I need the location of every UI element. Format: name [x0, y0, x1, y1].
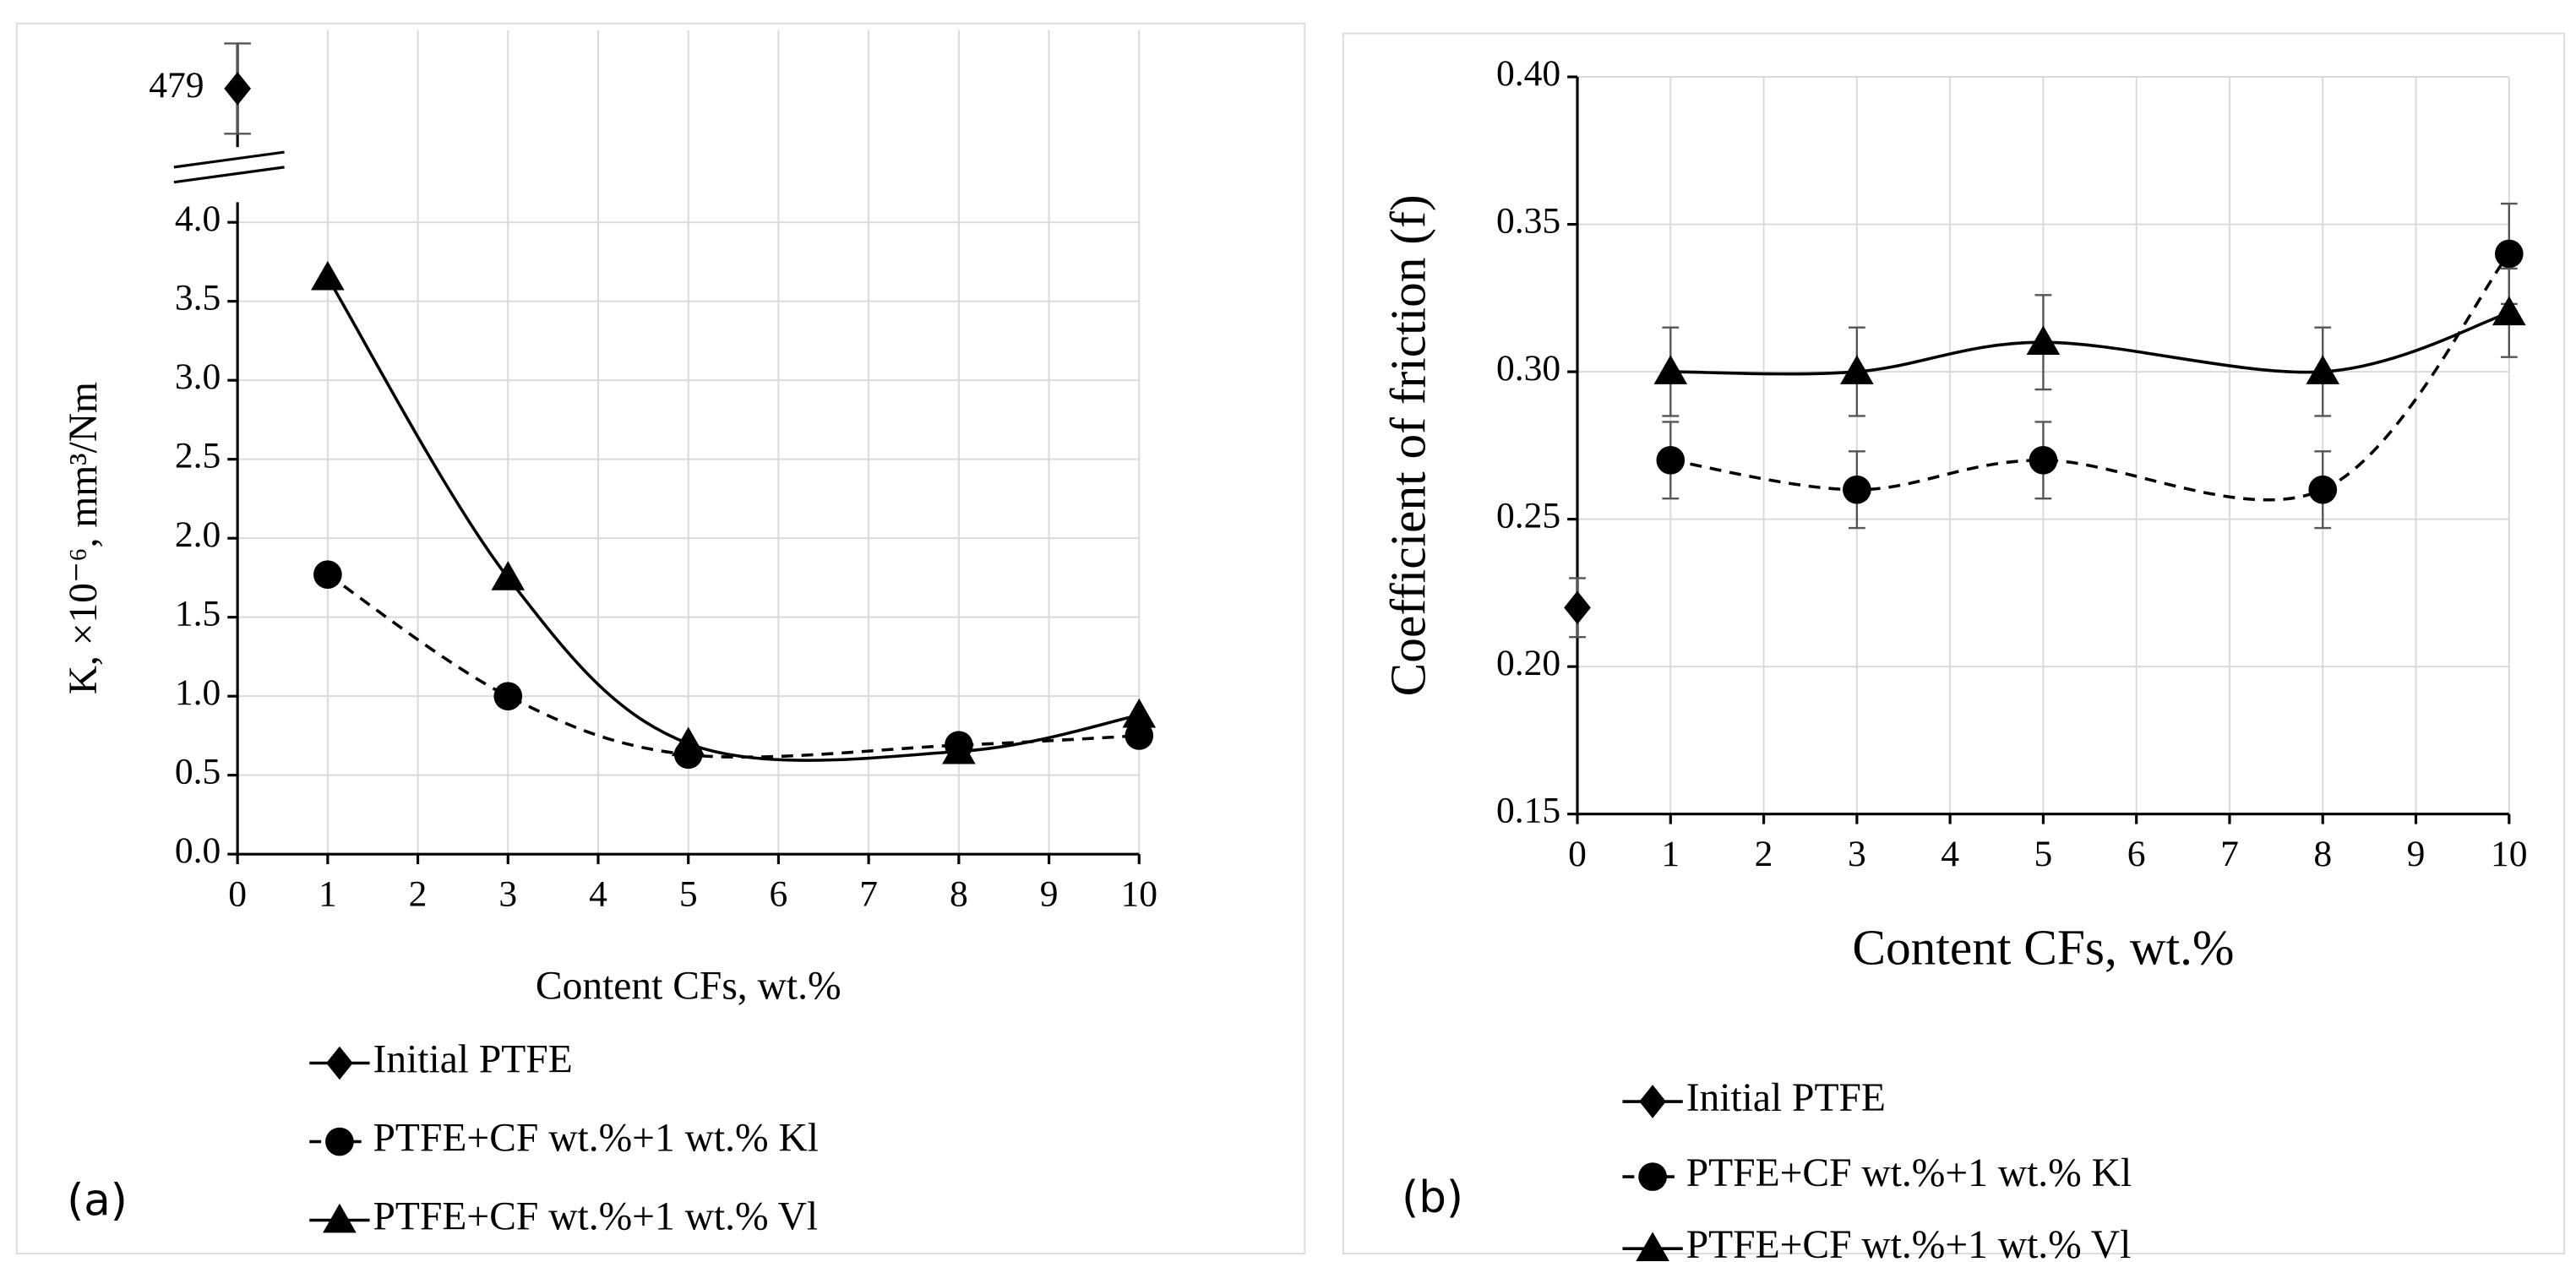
data-point [313, 560, 342, 590]
series-line [1670, 253, 2511, 502]
y-tick-label: 0.35 [1496, 201, 1560, 242]
legend-marker [325, 1127, 354, 1156]
data-point [942, 734, 976, 764]
legend-label: PTFE+CF wt.%+1 wt.% Kl [373, 1116, 819, 1160]
y-tick-label: 2.5 [175, 436, 221, 476]
data-point [1843, 475, 1871, 504]
legend-label: Initial PTFE [1686, 1076, 1886, 1120]
panel-label: (b) [1402, 1172, 1463, 1223]
data-point [493, 682, 523, 710]
data-point [2494, 239, 2524, 269]
y-tick-label: 2.0 [175, 514, 221, 555]
data-point [671, 726, 705, 757]
x-tick-label: 4 [1941, 834, 1959, 874]
y-tick-label: 0.5 [175, 752, 221, 792]
y-axis-title: Coefficient of friction (f) [1381, 194, 1436, 696]
legend-marker [1636, 1232, 1669, 1262]
x-tick-label: 5 [2034, 834, 2053, 874]
series-line [326, 276, 1140, 762]
x-tick-label: 8 [950, 874, 968, 915]
y-tick-label: 4.0 [175, 199, 221, 239]
x-axis-title: Content CFs, wt.% [536, 964, 841, 1008]
x-tick-label: 7 [859, 874, 878, 915]
data-point [2306, 355, 2340, 384]
y-tick-label: 0.30 [1496, 348, 1560, 389]
legend-label: PTFE+CF wt.%+1 wt.% Vl [1686, 1223, 2132, 1262]
panel-label: (a) [67, 1176, 128, 1227]
x-tick-label: 5 [679, 874, 698, 915]
x-tick-label: 6 [2127, 834, 2146, 874]
data-label: 479 [149, 65, 204, 106]
data-point [1122, 698, 1157, 728]
y-tick-label: 0.25 [1496, 496, 1560, 536]
data-point [1564, 590, 1591, 625]
legend-label: PTFE+CF wt.%+1 wt.% Kl [1686, 1151, 2132, 1195]
data-point [311, 260, 345, 291]
x-tick-label: 1 [1661, 834, 1680, 874]
y-tick-label: 3.5 [175, 278, 221, 318]
axis-break [173, 166, 285, 184]
data-point [2308, 475, 2338, 504]
data-point [1653, 355, 1688, 384]
x-tick-label: 1 [319, 874, 337, 915]
x-tick-label: 9 [2407, 834, 2426, 874]
y-tick-label: 0.0 [175, 830, 221, 871]
panel-frame [1342, 32, 2566, 1255]
data-point [2029, 445, 2058, 475]
x-tick-label: 3 [498, 874, 517, 915]
axis-break [173, 150, 285, 169]
y-tick-label: 1.5 [175, 594, 221, 634]
x-tick-label: 10 [2491, 834, 2528, 874]
y-tick-label: 3.0 [175, 356, 221, 397]
legend-label: Initial PTFE [373, 1037, 573, 1081]
legend-marker [1638, 1162, 1667, 1191]
data-point [2026, 325, 2061, 356]
y-tick-label: 0.40 [1496, 53, 1560, 94]
data-point [491, 561, 526, 590]
legend-label: PTFE+CF wt.%+1 wt.% Vl [373, 1194, 819, 1238]
y-axis-title: K, ×10⁻⁶, mm³/Nm [62, 382, 106, 694]
series-line [1670, 311, 2510, 376]
x-tick-label: 0 [228, 874, 247, 915]
x-tick-label: 4 [589, 874, 607, 915]
x-tick-label: 9 [1040, 874, 1059, 915]
data-point [224, 72, 251, 106]
y-tick-label: 0.20 [1496, 643, 1560, 683]
x-tick-label: 0 [1568, 834, 1587, 874]
data-point [1125, 721, 1154, 750]
legend-marker [323, 1203, 357, 1233]
x-tick-label: 6 [770, 874, 788, 915]
x-axis-title: Content CFs, wt.% [1852, 920, 2234, 976]
y-tick-label: 0.15 [1496, 791, 1560, 831]
x-tick-label: 2 [1755, 834, 1773, 874]
x-tick-label: 3 [1848, 834, 1866, 874]
x-tick-label: 8 [2313, 834, 2332, 874]
y-tick-label: 1.0 [175, 672, 221, 713]
panel-frame [15, 22, 1306, 1255]
data-point [2492, 296, 2526, 326]
x-tick-label: 7 [2220, 834, 2239, 874]
x-tick-label: 10 [1121, 874, 1158, 915]
data-point [1656, 445, 1686, 475]
x-tick-label: 2 [409, 874, 428, 915]
data-point [1840, 355, 1874, 384]
